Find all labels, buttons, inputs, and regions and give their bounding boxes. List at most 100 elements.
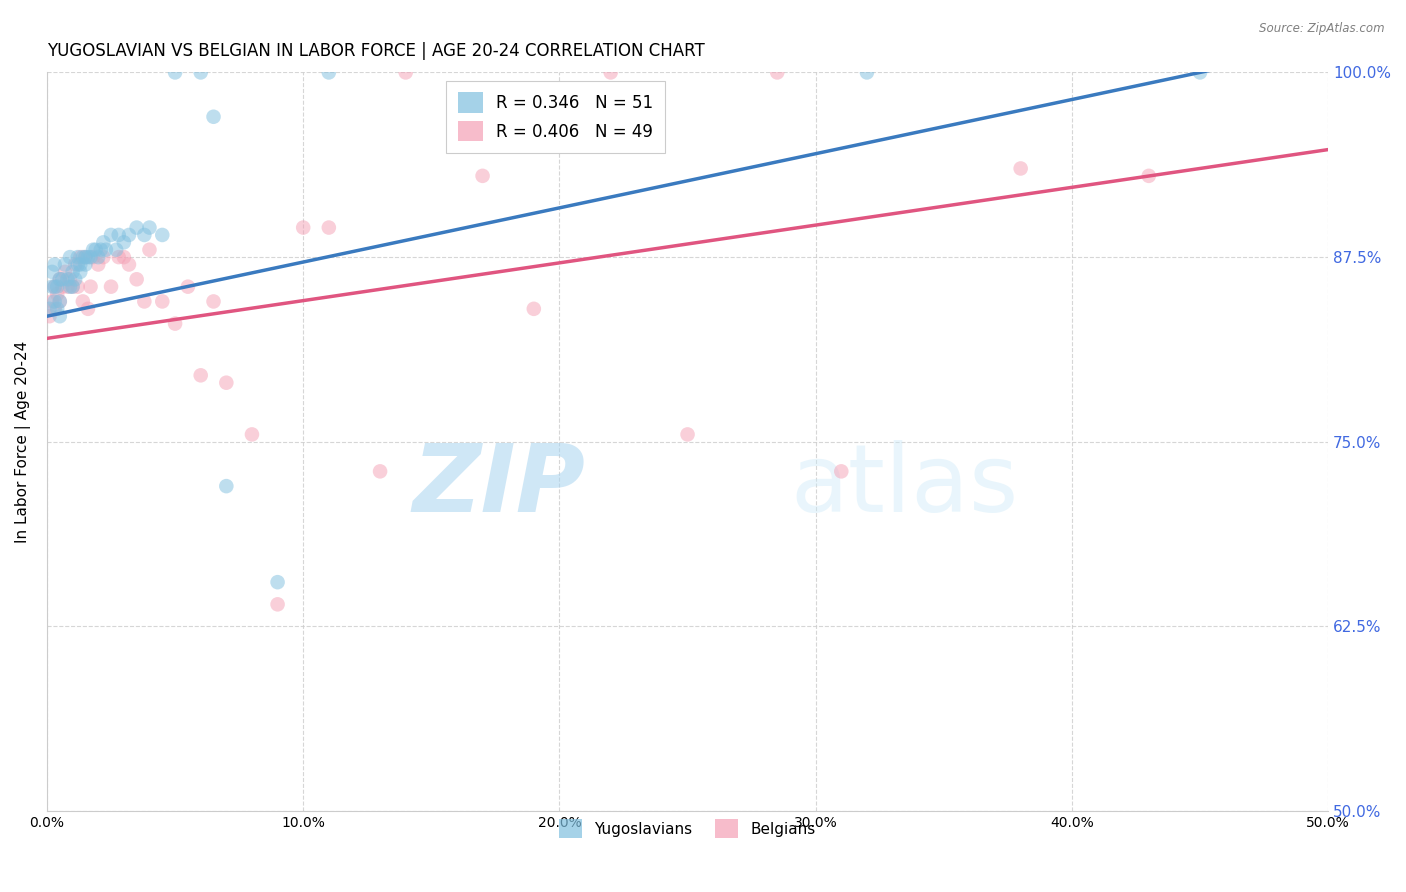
Point <box>69 265 91 279</box>
Point <box>90 243 112 257</box>
Point <box>266 575 288 590</box>
Point <box>1137 169 1160 183</box>
Point <box>75 258 97 272</box>
Point <box>46 301 69 316</box>
Point <box>38 310 60 324</box>
Point <box>41 294 63 309</box>
Point <box>66 279 89 293</box>
Point <box>856 65 879 79</box>
Point <box>94 243 117 257</box>
Point <box>215 376 238 390</box>
Point <box>150 227 173 242</box>
Point <box>87 258 110 272</box>
Point <box>165 65 187 79</box>
Point <box>107 227 129 242</box>
Point <box>100 279 122 293</box>
Point <box>49 272 72 286</box>
Point <box>138 220 160 235</box>
Legend: Yugoslavians, Belgians: Yugoslavians, Belgians <box>553 814 823 844</box>
Point <box>202 294 225 309</box>
Point <box>84 243 107 257</box>
Point <box>177 279 200 293</box>
Text: ZIP: ZIP <box>412 440 585 533</box>
Point <box>49 272 72 286</box>
Point <box>66 258 89 272</box>
Point <box>79 279 101 293</box>
Point <box>240 427 263 442</box>
Point <box>38 301 60 316</box>
Point <box>190 65 212 79</box>
Point <box>766 65 789 79</box>
Point <box>134 227 156 242</box>
Point <box>125 272 148 286</box>
Point <box>51 272 73 286</box>
Point <box>107 250 129 264</box>
Point <box>41 279 63 293</box>
Point <box>56 272 79 286</box>
Point <box>75 250 97 264</box>
Point <box>134 294 156 309</box>
Point <box>118 227 141 242</box>
Point <box>82 243 104 257</box>
Point <box>59 272 82 286</box>
Point <box>72 294 94 309</box>
Point <box>318 220 340 235</box>
Point <box>69 250 91 264</box>
Point <box>112 235 135 250</box>
Point <box>1189 65 1212 79</box>
Point <box>368 464 391 478</box>
Text: Source: ZipAtlas.com: Source: ZipAtlas.com <box>1260 22 1385 36</box>
Point <box>75 250 97 264</box>
Point <box>62 279 84 293</box>
Point <box>44 279 66 293</box>
Point <box>53 258 76 272</box>
Point <box>471 169 494 183</box>
Point <box>44 294 66 309</box>
Point <box>51 279 73 293</box>
Point <box>41 265 63 279</box>
Point <box>138 243 160 257</box>
Point <box>82 250 104 264</box>
Point <box>49 294 72 309</box>
Point <box>318 65 340 79</box>
Point <box>112 250 135 264</box>
Point <box>44 258 66 272</box>
Point <box>77 250 100 264</box>
Y-axis label: In Labor Force | Age 20-24: In Labor Force | Age 20-24 <box>15 341 31 543</box>
Point <box>63 258 86 272</box>
Point <box>100 227 122 242</box>
Point <box>1010 161 1032 176</box>
Point <box>292 220 315 235</box>
Point <box>93 250 115 264</box>
Point <box>150 294 173 309</box>
Point <box>72 250 94 264</box>
Point <box>44 279 66 293</box>
Point <box>59 279 82 293</box>
Point <box>49 310 72 324</box>
Point <box>79 250 101 264</box>
Point <box>44 301 66 316</box>
Point <box>49 294 72 309</box>
Point <box>202 110 225 124</box>
Point <box>87 250 110 264</box>
Point <box>63 272 86 286</box>
Point <box>62 265 84 279</box>
Point <box>46 279 69 293</box>
Point <box>395 65 418 79</box>
Point <box>69 258 91 272</box>
Point <box>215 479 238 493</box>
Point <box>62 279 84 293</box>
Text: atlas: atlas <box>790 440 1018 533</box>
Point <box>599 65 621 79</box>
Point <box>118 258 141 272</box>
Point <box>93 235 115 250</box>
Point <box>125 220 148 235</box>
Point <box>190 368 212 383</box>
Point <box>266 598 288 612</box>
Point <box>53 265 76 279</box>
Point <box>66 250 89 264</box>
Text: YUGOSLAVIAN VS BELGIAN IN LABOR FORCE | AGE 20-24 CORRELATION CHART: YUGOSLAVIAN VS BELGIAN IN LABOR FORCE | … <box>46 42 704 60</box>
Point <box>77 301 100 316</box>
Point <box>56 279 79 293</box>
Point <box>59 250 82 264</box>
